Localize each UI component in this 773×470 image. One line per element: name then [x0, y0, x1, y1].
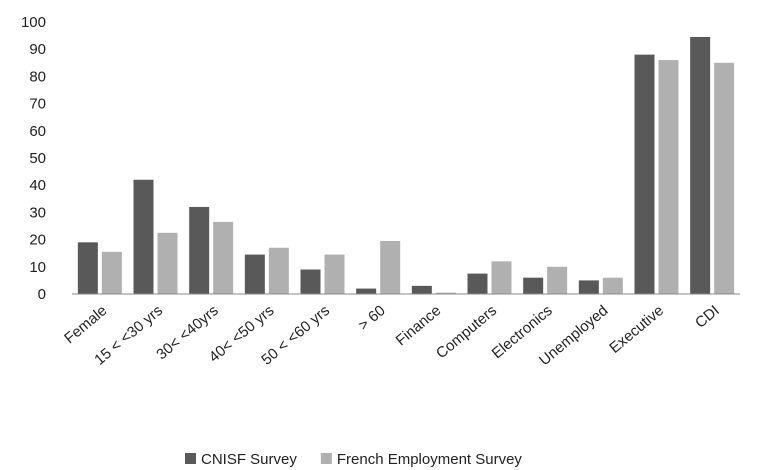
- x-tick-label: Computers: [433, 302, 500, 362]
- bar: [213, 221, 234, 294]
- legend-label: CNISF Survey: [201, 451, 297, 468]
- bar: [244, 254, 265, 294]
- legend-swatch: [185, 453, 196, 464]
- bar: [157, 232, 178, 294]
- legend-label: French Employment Survey: [337, 451, 523, 468]
- y-tick-label: 50: [29, 150, 46, 167]
- y-tick-label: 10: [29, 259, 46, 276]
- legend-swatch: [320, 453, 332, 464]
- x-tick-label: > 60: [355, 302, 389, 334]
- x-tick-label: Finance: [393, 302, 445, 349]
- bar: [101, 251, 122, 294]
- bar: [300, 269, 321, 294]
- y-tick-label: 40: [29, 177, 46, 194]
- y-tick-label: 30: [29, 204, 46, 221]
- bar: [658, 60, 679, 294]
- bar: [602, 277, 623, 294]
- y-tick-label: 80: [29, 68, 46, 85]
- y-tick-label: 90: [29, 41, 46, 58]
- bar: [189, 206, 210, 294]
- bar: [435, 292, 456, 294]
- y-tick-label: 20: [29, 232, 46, 249]
- bar: [690, 36, 711, 295]
- bar: [133, 179, 154, 294]
- bar: [268, 247, 289, 294]
- x-tick-label: CDI: [692, 302, 723, 332]
- bar: [714, 62, 735, 294]
- x-tick-label: Female: [61, 302, 110, 347]
- bar: [356, 288, 377, 294]
- bar: [523, 277, 544, 294]
- y-tick-label: 70: [29, 96, 46, 113]
- bar: [411, 285, 432, 294]
- bar: [578, 280, 599, 294]
- bar: [547, 266, 568, 294]
- y-tick-label: 100: [21, 14, 46, 31]
- x-tick-label: Executive: [606, 302, 667, 357]
- bar: [491, 261, 512, 294]
- bar: [380, 240, 401, 294]
- y-tick-label: 60: [29, 123, 46, 140]
- y-tick-label: 0: [38, 286, 46, 303]
- bar: [77, 242, 98, 294]
- bar: [634, 54, 655, 294]
- bar: [467, 273, 488, 294]
- bar: [324, 254, 345, 294]
